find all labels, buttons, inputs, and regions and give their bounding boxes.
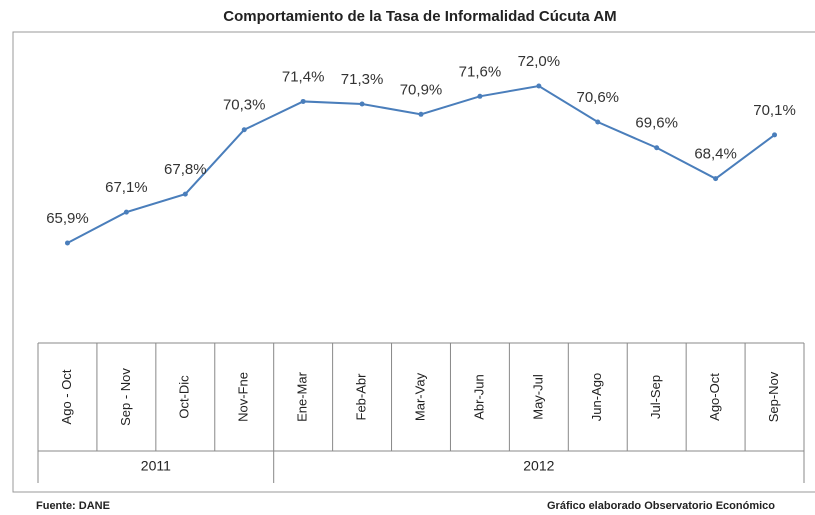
x-tick-label: Abr-Jun <box>471 374 486 420</box>
group-label: 2011 <box>141 458 171 474</box>
source: Fuente: DANE <box>36 500 110 512</box>
x-tick-label: Oct-Dic <box>177 375 192 419</box>
x-tick-label: Nov-Fne <box>236 372 251 422</box>
data-label: 67,1% <box>105 179 148 196</box>
data-label: 65,9% <box>46 210 89 227</box>
credit: Gráfico elaborado Observatorio Económico <box>547 500 775 512</box>
point <box>713 176 719 182</box>
data-label: 70,1% <box>753 102 796 119</box>
x-tick-label: Feb-Abr <box>354 373 369 421</box>
point <box>241 127 247 133</box>
data-label: 71,6% <box>459 63 502 80</box>
point <box>595 119 601 125</box>
point <box>182 191 188 197</box>
x-tick-label: Ago - Oct <box>59 369 74 424</box>
data-label: 70,9% <box>400 81 443 98</box>
data-label: 71,4% <box>282 68 325 85</box>
x-tick-label: May-Jul <box>530 374 545 420</box>
x-tick-label: Jul-Sep <box>648 375 663 419</box>
chart-title: Comportamiento de la Tasa de Informalida… <box>223 8 616 25</box>
data-label: 67,8% <box>164 161 207 178</box>
data-label: 71,3% <box>341 71 384 88</box>
data-label: 70,3% <box>223 97 266 114</box>
data-label: 69,6% <box>635 115 678 132</box>
point <box>536 83 542 89</box>
data-label: 72,0% <box>518 53 561 70</box>
point <box>64 240 70 246</box>
x-tick-label: Mar-Vay <box>412 372 427 421</box>
x-tick-label: Sep-Nov <box>766 371 781 422</box>
data-label: 68,4% <box>694 146 737 163</box>
point <box>123 209 129 215</box>
x-tick-label: Ago-Oct <box>707 373 722 421</box>
x-tick-label: Sep - Nov <box>118 368 133 426</box>
group-label: 2012 <box>523 458 554 474</box>
x-tick-label: Jun-Ago <box>589 373 604 421</box>
point <box>300 98 306 104</box>
chart-frame <box>12 31 815 493</box>
data-label: 70,6% <box>576 89 619 106</box>
point <box>359 101 365 107</box>
x-tick-label: Ene-Mar <box>295 371 310 422</box>
point <box>772 132 778 138</box>
point <box>654 145 660 151</box>
point <box>418 111 424 117</box>
point <box>477 93 483 99</box>
